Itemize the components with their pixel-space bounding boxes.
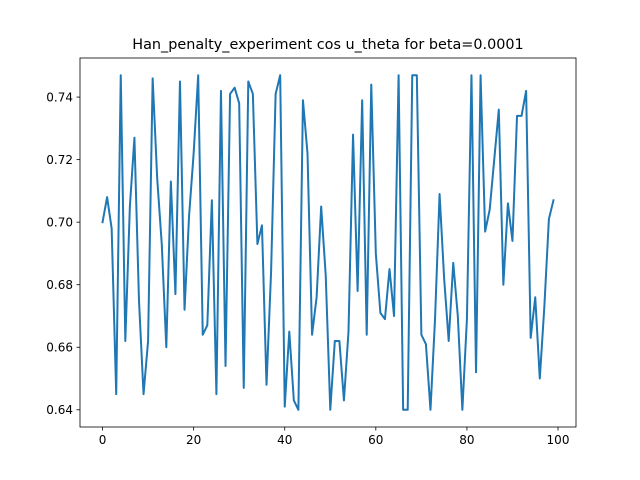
- y-tick-label: 0.64: [46, 403, 73, 417]
- plot-area: [101, 74, 555, 411]
- chart-title: Han_penalty_experiment cos u_theta for b…: [132, 37, 523, 53]
- series-line-0: [101, 74, 555, 411]
- x-axis: 0 20 40 60 80 100: [99, 427, 570, 447]
- y-tick-label: 0.66: [46, 341, 73, 355]
- y-tick-label: 0.72: [46, 153, 73, 167]
- x-tick-label: 40: [277, 433, 292, 447]
- y-axis: 0.64 0.66 0.68 0.70 0.72 0.74: [46, 90, 80, 417]
- x-tick-label: 100: [547, 433, 570, 447]
- x-tick-label: 60: [368, 433, 383, 447]
- x-tick-label: 80: [459, 433, 474, 447]
- y-tick-label: 0.68: [46, 278, 73, 292]
- y-tick-label: 0.70: [46, 215, 73, 229]
- x-tick-label: 0: [99, 433, 107, 447]
- axes-frame: [79, 57, 577, 428]
- y-tick-label: 0.74: [46, 90, 73, 104]
- x-tick-label: 20: [186, 433, 201, 447]
